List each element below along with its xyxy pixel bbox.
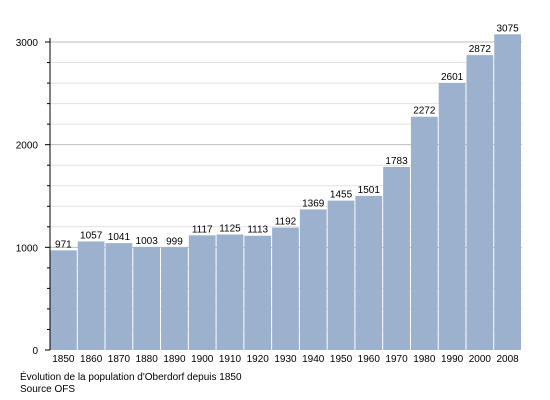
x-tick-label-1910: 1910 bbox=[219, 354, 242, 365]
data-label-1910: 1125 bbox=[219, 224, 241, 235]
x-tick-label-1880: 1880 bbox=[136, 354, 159, 365]
x-tick-label-2000: 2000 bbox=[469, 354, 492, 365]
x-tick-label-1870: 1870 bbox=[108, 354, 131, 365]
data-label-1920: 1113 bbox=[247, 225, 268, 236]
x-tick-label-1930: 1930 bbox=[274, 354, 297, 365]
bar-1890 bbox=[161, 247, 188, 350]
data-label-1960: 1501 bbox=[358, 185, 381, 196]
data-label-2008: 3075 bbox=[496, 23, 519, 34]
bar-1910 bbox=[216, 234, 244, 350]
bar-1860 bbox=[77, 241, 105, 350]
data-label-1980: 2272 bbox=[413, 106, 436, 117]
y-tick-label-3000: 3000 bbox=[16, 38, 39, 49]
data-label-1990: 2601 bbox=[441, 72, 464, 83]
chart-axes: 1850 1860 1870 1880 1890 1900 1910 1920 1930 1940… bbox=[16, 38, 519, 365]
x-tick-label-1970: 1970 bbox=[385, 354, 408, 365]
data-label-1860: 1057 bbox=[80, 230, 103, 241]
bar-1870 bbox=[105, 243, 133, 350]
chart-caption-source: Source OFS bbox=[20, 384, 76, 395]
bar-1850 bbox=[50, 250, 77, 350]
data-label-2000: 2872 bbox=[469, 44, 492, 55]
chart-bars bbox=[50, 34, 521, 351]
data-label-1900: 1117 bbox=[192, 224, 213, 235]
data-label-1930: 1192 bbox=[275, 217, 297, 228]
bar-1980 bbox=[410, 116, 438, 350]
bar-1990 bbox=[438, 82, 466, 351]
data-label-1970: 1783 bbox=[385, 156, 408, 167]
data-label-1890: 999 bbox=[166, 236, 183, 247]
bar-1960 bbox=[355, 195, 383, 350]
chart-data-labels: 971 1057 1041 1003 999 1117 1125 1113 1192 1369 14… bbox=[55, 23, 519, 250]
bar-2008 bbox=[494, 34, 521, 351]
data-label-1940: 1369 bbox=[302, 198, 325, 209]
bar-2000 bbox=[466, 55, 494, 351]
bar-1900 bbox=[188, 235, 216, 350]
bar-1950 bbox=[327, 200, 355, 350]
chart-caption-title: Évolution de la population d'Oberdorf de… bbox=[20, 372, 242, 383]
x-tick-label-1960: 1960 bbox=[358, 354, 381, 365]
bar-1920 bbox=[244, 235, 272, 350]
bar-1880 bbox=[133, 247, 161, 350]
y-tick-label-1000: 1000 bbox=[16, 243, 39, 254]
x-tick-label-1900: 1900 bbox=[191, 354, 214, 365]
data-label-1880: 1003 bbox=[136, 236, 159, 247]
x-tick-label-1860: 1860 bbox=[80, 354, 103, 365]
x-tick-label-1980: 1980 bbox=[413, 354, 436, 365]
data-label-1950: 1455 bbox=[330, 190, 353, 201]
x-tick-label-1950: 1950 bbox=[330, 354, 353, 365]
x-tick-label-1890: 1890 bbox=[163, 354, 186, 365]
bar-1930 bbox=[272, 227, 299, 350]
bar-1940 bbox=[299, 209, 327, 350]
y-tick-label-2000: 2000 bbox=[16, 141, 39, 152]
x-tick-label-1990: 1990 bbox=[441, 354, 464, 365]
data-label-1870: 1041 bbox=[108, 232, 131, 243]
x-tick-label-2008: 2008 bbox=[496, 354, 519, 365]
y-tick-label-0: 0 bbox=[32, 346, 38, 357]
x-tick-label-1920: 1920 bbox=[247, 354, 270, 365]
data-label-1850: 971 bbox=[55, 239, 72, 250]
x-tick-label-1850: 1850 bbox=[52, 354, 75, 365]
x-tick-label-1940: 1940 bbox=[302, 354, 325, 365]
bar-1970 bbox=[383, 166, 410, 350]
